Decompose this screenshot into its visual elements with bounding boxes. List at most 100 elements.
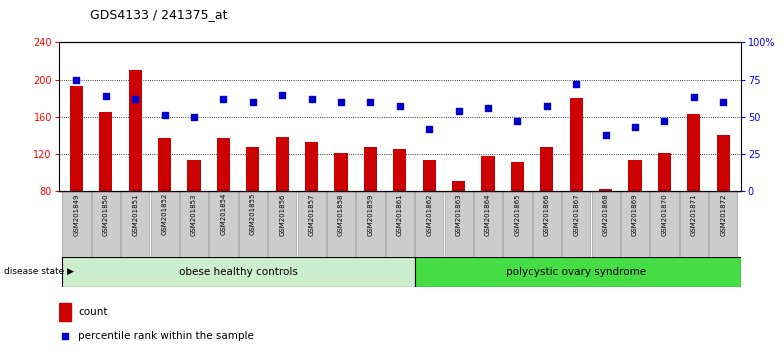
Bar — [394, 149, 406, 191]
Text: GSM201850: GSM201850 — [103, 193, 109, 236]
Text: GSM201862: GSM201862 — [426, 193, 432, 236]
Point — [71, 77, 82, 82]
Text: GSM201869: GSM201869 — [632, 193, 638, 236]
Bar — [503, 191, 532, 257]
Bar — [709, 191, 737, 257]
Bar — [356, 191, 384, 257]
Point — [335, 99, 347, 105]
Text: GSM201866: GSM201866 — [544, 193, 550, 236]
Text: GSM201865: GSM201865 — [514, 193, 521, 236]
Text: GSM201859: GSM201859 — [368, 193, 373, 236]
Point — [688, 95, 700, 100]
Point — [481, 105, 494, 111]
Bar — [100, 112, 112, 191]
Text: count: count — [78, 307, 108, 317]
Text: obese healthy controls: obese healthy controls — [179, 267, 298, 277]
Point — [129, 96, 141, 102]
Text: GSM201855: GSM201855 — [250, 193, 256, 235]
Text: polycystic ovary syndrome: polycystic ovary syndrome — [506, 267, 646, 277]
Point — [305, 96, 318, 102]
Bar — [305, 142, 318, 191]
Bar — [474, 191, 502, 257]
Bar — [268, 191, 296, 257]
Bar — [158, 138, 171, 191]
Bar — [621, 191, 649, 257]
Text: GDS4133 / 241375_at: GDS4133 / 241375_at — [90, 8, 227, 21]
Text: GSM201854: GSM201854 — [220, 193, 227, 235]
Text: GSM201858: GSM201858 — [338, 193, 344, 236]
Bar — [511, 162, 524, 191]
Bar — [364, 148, 377, 191]
Bar — [532, 191, 561, 257]
Bar — [92, 191, 120, 257]
Bar — [452, 181, 465, 191]
Text: GSM201853: GSM201853 — [191, 193, 197, 236]
Point — [540, 104, 553, 109]
Bar — [562, 191, 590, 257]
Bar — [70, 86, 83, 191]
Text: GSM201851: GSM201851 — [132, 193, 138, 236]
Point — [511, 119, 524, 124]
Point — [629, 124, 641, 130]
Point — [599, 132, 612, 137]
Text: GSM201870: GSM201870 — [662, 193, 667, 236]
Bar — [416, 191, 444, 257]
Bar — [62, 257, 415, 287]
Bar — [129, 70, 142, 191]
Text: GSM201849: GSM201849 — [74, 193, 79, 236]
Point — [659, 119, 671, 124]
Bar — [335, 153, 347, 191]
Text: GSM201857: GSM201857 — [309, 193, 314, 236]
Point — [246, 99, 259, 105]
Bar — [59, 303, 71, 321]
Bar — [151, 191, 179, 257]
Point — [364, 99, 376, 105]
Point — [187, 114, 200, 120]
Text: GSM201852: GSM201852 — [162, 193, 168, 235]
Point — [717, 99, 729, 105]
Bar — [688, 114, 700, 191]
Bar — [423, 160, 436, 191]
Bar — [629, 160, 641, 191]
Bar — [217, 138, 230, 191]
Bar — [680, 191, 708, 257]
Bar — [297, 191, 326, 257]
Bar — [246, 147, 260, 191]
Bar — [121, 191, 149, 257]
Bar — [599, 189, 612, 191]
Bar — [445, 191, 473, 257]
Point — [423, 126, 435, 132]
Bar — [481, 156, 495, 191]
Text: percentile rank within the sample: percentile rank within the sample — [78, 331, 254, 341]
Point — [452, 108, 465, 114]
Text: GSM201863: GSM201863 — [456, 193, 462, 236]
Bar — [591, 191, 619, 257]
Bar — [187, 160, 201, 191]
Text: GSM201871: GSM201871 — [691, 193, 697, 236]
Point — [394, 104, 406, 109]
Bar — [540, 147, 554, 191]
Bar — [717, 135, 730, 191]
Text: GSM201856: GSM201856 — [279, 193, 285, 236]
Bar — [415, 257, 741, 287]
Point — [276, 92, 289, 97]
Bar — [386, 191, 414, 257]
Bar — [238, 191, 267, 257]
Bar — [327, 191, 355, 257]
Bar — [276, 137, 289, 191]
Bar — [63, 191, 90, 257]
Point — [158, 113, 171, 118]
Bar — [650, 191, 678, 257]
Text: GSM201864: GSM201864 — [485, 193, 491, 236]
Text: GSM201868: GSM201868 — [603, 193, 608, 236]
Point — [570, 81, 583, 87]
Text: disease state ▶: disease state ▶ — [4, 267, 74, 276]
Text: GSM201872: GSM201872 — [720, 193, 726, 236]
Text: GSM201867: GSM201867 — [573, 193, 579, 236]
Bar — [658, 153, 671, 191]
Bar — [209, 191, 238, 257]
Text: GSM201861: GSM201861 — [397, 193, 403, 236]
Bar — [180, 191, 209, 257]
Point — [58, 333, 71, 339]
Point — [217, 96, 230, 102]
